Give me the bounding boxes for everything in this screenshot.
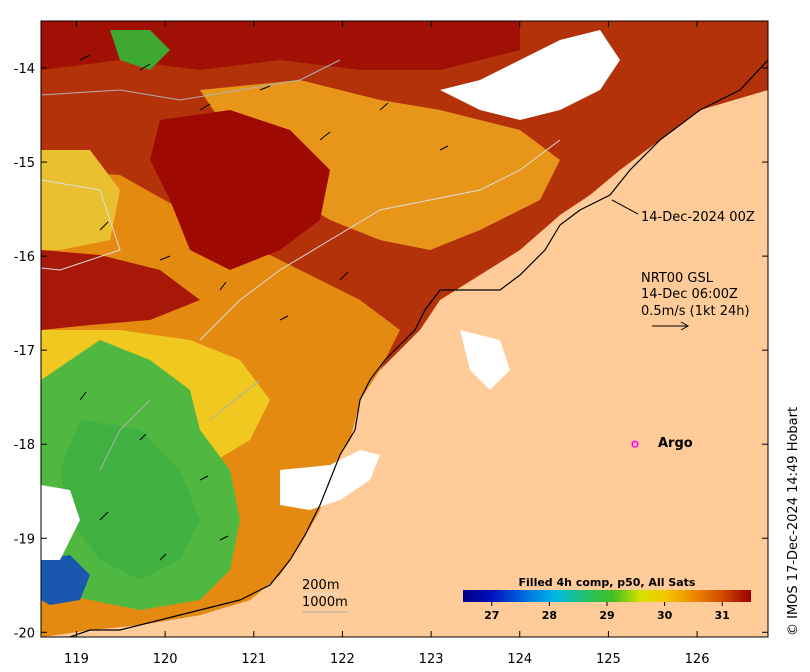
x-tick-label: 119 [64, 652, 89, 667]
x-tick-label: 120 [153, 652, 178, 667]
sea-dark-red-west [41, 250, 200, 330]
isobath-1000m [41, 59, 341, 471]
y-tick-label: -15 [14, 156, 35, 171]
argo-label: Argo [658, 436, 693, 451]
argo-marker[interactable] [631, 440, 639, 448]
isobath-200m [41, 139, 561, 341]
x-tick-label: 121 [241, 652, 266, 667]
x-tick-label: 123 [419, 652, 444, 667]
y-tick-label: -17 [14, 344, 35, 359]
cloud-gap-east [460, 330, 510, 390]
current-time-label: 14-Dec 06:00Z [641, 287, 738, 302]
depth-label-1000m: 1000m [302, 595, 348, 610]
legend-time-pointer [611, 199, 639, 215]
colorbar-ticks: 27 28 29 30 31 [484, 602, 730, 622]
plot-frame [40, 20, 769, 638]
current-arrows [79, 54, 449, 561]
x-tick-label: 126 [685, 652, 710, 667]
sea-orange-north [200, 80, 560, 250]
current-scale-label: 0.5m/s (1kt 24h) [641, 304, 750, 319]
y-tick-label: -19 [14, 532, 35, 547]
legend-time-label: 14-Dec-2024 00Z [641, 210, 755, 225]
x-tick-label: 125 [596, 652, 621, 667]
depth-label-200m: 200m [302, 578, 339, 593]
sea-yellow-west [41, 150, 120, 250]
current-scale-arrow [652, 321, 690, 331]
sea-blue-patch [41, 555, 90, 605]
colorbar-tick-label: 30 [657, 609, 673, 622]
x-tick-label: 122 [330, 652, 355, 667]
x-tick-label: 124 [507, 652, 532, 667]
colorbar-tick-label: 27 [484, 609, 499, 622]
colorbar-title: Filled 4h comp, p50, All Sats [519, 576, 696, 589]
sea-dark-red-core [150, 110, 330, 270]
colorbar-tick-label: 31 [715, 609, 730, 622]
y-tick-label: -20 [14, 626, 35, 641]
plot-area [41, 21, 768, 637]
y-tick-label: -16 [14, 250, 35, 265]
y-tick-label: -18 [14, 438, 35, 453]
sea-green-north [110, 30, 170, 70]
colorbar-tick-label: 29 [599, 609, 614, 622]
cloud-gap-north [440, 30, 620, 120]
colorbar-tick-label: 28 [542, 609, 557, 622]
credit-text: © IMOS 17-Dec-2024 14:49 Hobart [786, 407, 801, 636]
current-source-label: NRT00 GSL [641, 271, 714, 286]
sea-green-patch [60, 420, 200, 580]
coastline [69, 59, 768, 637]
y-axis: -14 -15 -16 -17 -18 -19 -20 [14, 62, 768, 641]
colorbar [463, 590, 751, 602]
x-axis: 119 120 121 122 123 124 125 126 [64, 21, 709, 667]
y-tick-label: -14 [14, 62, 35, 77]
cloud-gap-southwest [41, 485, 80, 560]
